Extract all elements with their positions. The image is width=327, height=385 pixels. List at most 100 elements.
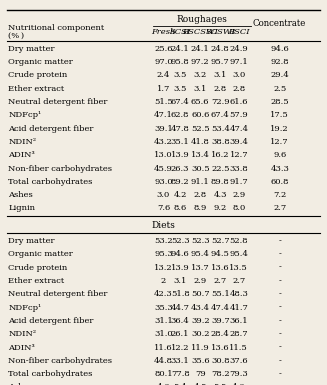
Text: Non-fiber carbohydrates: Non-fiber carbohydrates (8, 164, 112, 172)
Text: 3.2: 3.2 (194, 71, 207, 79)
Text: 2.7: 2.7 (232, 277, 246, 285)
Text: 16.2: 16.2 (211, 151, 230, 159)
Text: 53.2: 53.2 (154, 237, 173, 245)
Text: 13.2: 13.2 (154, 264, 173, 272)
Text: 79.3: 79.3 (230, 370, 248, 378)
Text: Nutritional component: Nutritional component (8, 23, 104, 32)
Text: 36.4: 36.4 (171, 317, 190, 325)
Text: 2.8: 2.8 (232, 85, 246, 93)
Text: 9.2: 9.2 (214, 204, 227, 213)
Text: -: - (278, 317, 281, 325)
Text: 37.6: 37.6 (230, 357, 248, 365)
Text: 26.1: 26.1 (171, 330, 189, 338)
Text: 2: 2 (161, 277, 166, 285)
Text: 42.3: 42.3 (154, 290, 173, 298)
Text: 13.9: 13.9 (171, 264, 190, 272)
Text: 11.5: 11.5 (230, 343, 248, 352)
Text: 89.8: 89.8 (211, 178, 230, 186)
Text: 94.6: 94.6 (270, 45, 289, 53)
Text: 97.2: 97.2 (191, 58, 210, 66)
Text: 79: 79 (195, 370, 206, 378)
Text: 94.5: 94.5 (211, 250, 230, 258)
Text: 2.9: 2.9 (194, 277, 207, 285)
Text: NDFcp¹: NDFcp¹ (8, 304, 41, 311)
Text: 13.5: 13.5 (230, 264, 248, 272)
Text: 7.6: 7.6 (157, 204, 170, 213)
Text: 13.0: 13.0 (154, 151, 173, 159)
Text: 51.5: 51.5 (154, 98, 173, 106)
Text: NDIN²: NDIN² (8, 138, 36, 146)
Text: -: - (278, 330, 281, 338)
Text: BSCI: BSCI (228, 28, 250, 36)
Text: 35.3: 35.3 (154, 304, 173, 311)
Text: 5.5: 5.5 (214, 383, 227, 385)
Text: 52.3: 52.3 (191, 237, 210, 245)
Text: 25.6: 25.6 (154, 45, 173, 53)
Text: 2.5: 2.5 (273, 85, 286, 93)
Text: -: - (278, 250, 281, 258)
Text: Dry matter: Dry matter (8, 237, 55, 245)
Text: 36.1: 36.1 (230, 317, 248, 325)
Text: 4.3: 4.3 (214, 191, 227, 199)
Text: 52.3: 52.3 (171, 237, 189, 245)
Text: 12.2: 12.2 (171, 343, 189, 352)
Text: 95.4: 95.4 (230, 250, 248, 258)
Text: 4.6: 4.6 (157, 383, 170, 385)
Text: 35.6: 35.6 (191, 357, 210, 365)
Text: Crude protein: Crude protein (8, 264, 67, 272)
Text: -: - (278, 237, 281, 245)
Text: 78.2: 78.2 (211, 370, 230, 378)
Text: 29.4: 29.4 (270, 71, 289, 79)
Text: 33.8: 33.8 (230, 164, 248, 172)
Text: -: - (278, 304, 281, 311)
Text: 47.8: 47.8 (171, 125, 190, 133)
Text: 47.4: 47.4 (229, 125, 248, 133)
Text: 80.1: 80.1 (154, 370, 173, 378)
Text: 13.6: 13.6 (211, 343, 230, 352)
Text: 26.3: 26.3 (171, 164, 189, 172)
Text: 31.0: 31.0 (154, 330, 173, 338)
Text: BSCSWI: BSCSWI (182, 28, 218, 36)
Text: 95.4: 95.4 (191, 250, 210, 258)
Text: 3.0: 3.0 (157, 191, 170, 199)
Text: 55.1: 55.1 (211, 290, 230, 298)
Text: 38.8: 38.8 (211, 138, 230, 146)
Text: 35.1: 35.1 (171, 138, 190, 146)
Text: -: - (278, 370, 281, 378)
Text: 28.4: 28.4 (211, 330, 230, 338)
Text: 39.1: 39.1 (154, 125, 173, 133)
Text: 52.8: 52.8 (230, 237, 248, 245)
Text: 28.7: 28.7 (230, 330, 248, 338)
Text: 52.7: 52.7 (211, 237, 230, 245)
Text: Crude protein: Crude protein (8, 71, 67, 79)
Text: 19.2: 19.2 (270, 125, 289, 133)
Text: 43.3: 43.3 (270, 164, 289, 172)
Text: 13.7: 13.7 (191, 264, 210, 272)
Text: 41.7: 41.7 (230, 304, 248, 311)
Text: 3.5: 3.5 (173, 85, 187, 93)
Text: 67.4: 67.4 (171, 98, 190, 106)
Text: 89.2: 89.2 (171, 178, 189, 186)
Text: 77.8: 77.8 (171, 370, 190, 378)
Text: 61.6: 61.6 (230, 98, 248, 106)
Text: 31.1: 31.1 (154, 317, 173, 325)
Text: 51.8: 51.8 (171, 290, 190, 298)
Text: 17.5: 17.5 (270, 111, 289, 119)
Text: 97.1: 97.1 (230, 58, 248, 66)
Text: 3.5: 3.5 (173, 71, 187, 79)
Text: 11.6: 11.6 (154, 343, 173, 352)
Text: Ether extract: Ether extract (8, 85, 64, 93)
Text: Neutral detergent fiber: Neutral detergent fiber (8, 98, 108, 106)
Text: Total carbohydrates: Total carbohydrates (8, 370, 93, 378)
Text: NDFcp¹: NDFcp¹ (8, 111, 41, 119)
Text: 11.9: 11.9 (191, 343, 210, 352)
Text: 2.9: 2.9 (232, 191, 246, 199)
Text: 44.7: 44.7 (171, 304, 190, 311)
Text: 60.8: 60.8 (270, 178, 289, 186)
Text: 2.4: 2.4 (157, 71, 170, 79)
Text: 2.7: 2.7 (273, 204, 286, 213)
Text: Organic matter: Organic matter (8, 58, 73, 66)
Text: 8.0: 8.0 (232, 204, 246, 213)
Text: 39.7: 39.7 (211, 317, 230, 325)
Text: 24.9: 24.9 (230, 45, 248, 53)
